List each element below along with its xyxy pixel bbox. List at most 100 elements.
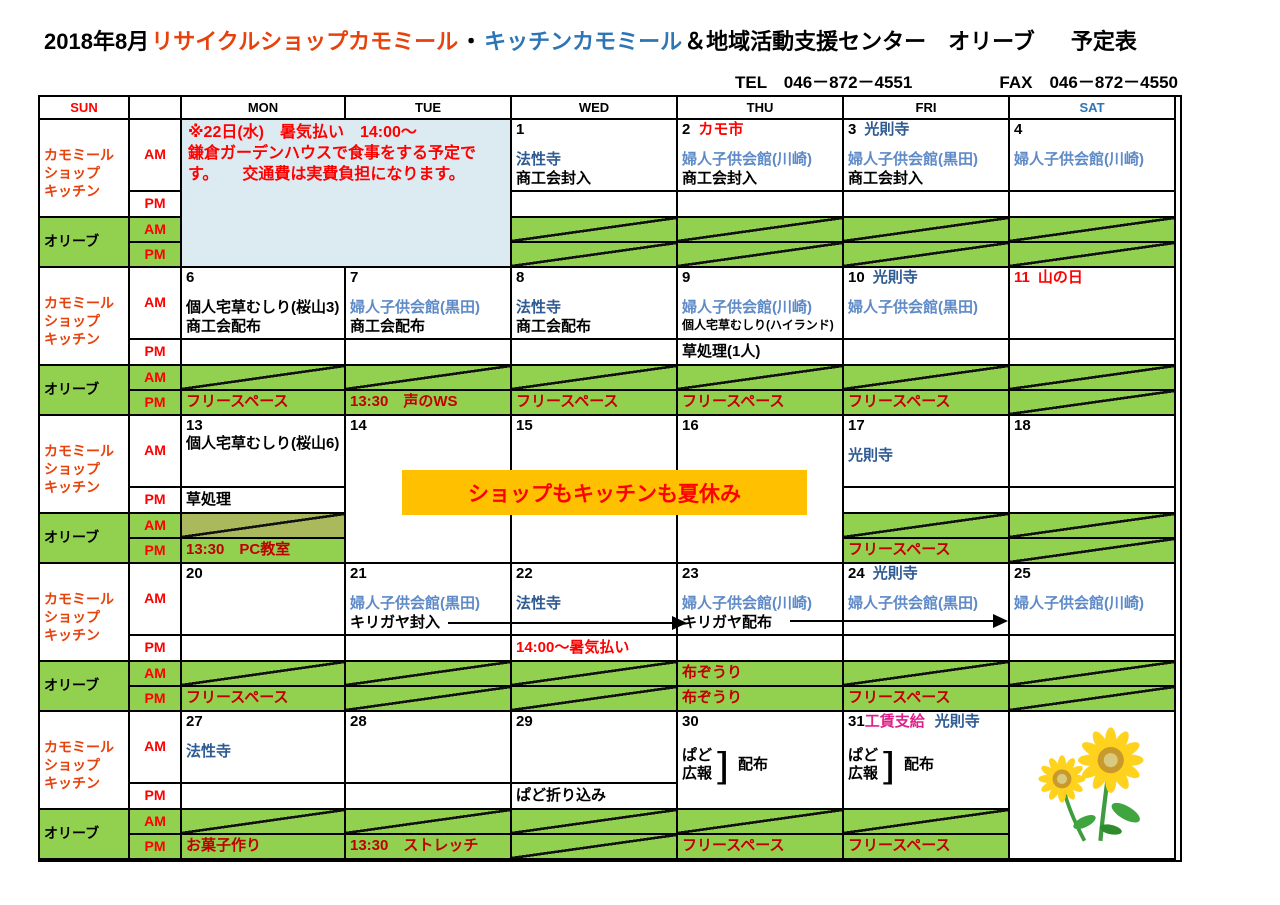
- olive-am-aug29-closed: [512, 810, 678, 835]
- day-number: 7: [350, 269, 359, 286]
- cell-aug30-merged: 30 ぱど 広報 ] 配布: [678, 712, 844, 810]
- olive-pm-aug9: フリースペース: [678, 391, 844, 416]
- olive-am-aug9-closed: [678, 366, 844, 391]
- am-label: AM: [130, 268, 182, 340]
- olive-pm-label: PM: [130, 687, 182, 712]
- cell-aug9-am: 9 婦人子供会館(川崎) 個人宅草むしり(ハイランド): [678, 268, 844, 340]
- event-task: 個人宅草むしり(桜山3): [186, 299, 340, 317]
- olive-am-aug28-closed: [346, 810, 512, 835]
- week-row-5: カモミール ショップ キッチン AM PM オリーブ AM PM 27 法性寺 …: [40, 712, 1180, 860]
- cell-aug24-pm: [844, 636, 1010, 662]
- cell-aug31-merged: 31 工賃支給 光則寺 ぱど 広報 ] 配布: [844, 712, 1010, 810]
- event-task: キリガヤ封入: [350, 613, 441, 631]
- event-task: 配布: [904, 756, 935, 774]
- cell-aug4-pm: [1010, 192, 1176, 218]
- am-label: AM: [130, 564, 182, 636]
- day-tag: 光則寺: [872, 565, 918, 582]
- title-suffix: 予定表: [1070, 29, 1137, 54]
- olive-am-aug10-closed: [844, 366, 1010, 391]
- cell-aug23-am: 23 婦人子供会館(川崎) キリガヤ配布: [678, 564, 844, 636]
- day-number: 22: [516, 565, 533, 582]
- title-shop-name: リサイクルショップカモミール: [151, 29, 459, 54]
- event-venue: 婦人子供会館(川崎): [1014, 151, 1144, 169]
- am-label: AM: [130, 120, 182, 192]
- shop-group-label: カモミール ショップ キッチン: [40, 416, 130, 514]
- event-task: 商工会配布: [186, 317, 262, 335]
- olive-pm-aug24: フリースペース: [844, 687, 1010, 712]
- week-row-3: カモミール ショップ キッチン AM PM オリーブ AM PM 13 個人宅草…: [40, 416, 1180, 564]
- pado-distribution-block: ぱど 広報 ] 配布: [682, 744, 769, 786]
- bracket-glyph: ]: [883, 744, 896, 786]
- olive-am-aug31-closed: [844, 810, 1010, 835]
- olive-am-aug4-closed: [1010, 218, 1176, 243]
- cell-aug20-pm: [182, 636, 346, 662]
- day-number: 13: [186, 417, 203, 434]
- sunflower-illustration-cell: [1010, 712, 1176, 860]
- cell-aug22-am: 22 法性寺: [512, 564, 678, 636]
- wage-payment-tag: 工賃支給: [864, 713, 925, 730]
- olive-pm-aug3-closed: [844, 243, 1010, 268]
- week-row-1: カモミール ショップ キッチン AM PM オリーブ AM PM ※22日(水)…: [40, 120, 1180, 268]
- olive-am-aug3-closed: [844, 218, 1010, 243]
- day-number: 1: [516, 121, 525, 138]
- shop-group-label: カモミール ショップ キッチン: [40, 120, 130, 218]
- day-tag: 光則寺: [864, 121, 910, 138]
- day-number: 2: [682, 121, 691, 138]
- notice-cell-aug22: ※22日(水) 暑気払い 14:00～ 鎌倉ガーデンハウスで食事をする予定で す…: [182, 120, 512, 268]
- title-center-name: ＆地域活動支援センター オリーブ: [684, 29, 1035, 54]
- event-venue: 婦人子供会館(川崎): [682, 299, 812, 317]
- day-number: 3: [848, 121, 857, 138]
- event-venue: 法性寺: [186, 743, 232, 761]
- event-task: 草処理(1人): [682, 342, 761, 360]
- day-number: 24: [848, 565, 865, 582]
- header-sat: SAT: [1010, 97, 1176, 120]
- cell-aug1-pm: [512, 192, 678, 218]
- event-task: 草処理: [186, 490, 232, 508]
- cell-aug20-am: 20: [182, 564, 346, 636]
- schedule-table: SUN MON TUE WED THU FRI SAT カモミール ショップ キ…: [38, 95, 1182, 862]
- header-sun: SUN: [40, 97, 130, 120]
- week-row-2: カモミール ショップ キッチン AM PM オリーブ AM PM 6 個人宅草む…: [40, 268, 1180, 416]
- olive-pm-aug18-closed: [1010, 539, 1176, 564]
- cell-aug28-am: 28: [346, 712, 512, 784]
- olive-pm-aug11-closed: [1010, 391, 1176, 416]
- holiday-name: 山の日: [1037, 269, 1083, 286]
- olive-am-aug7-closed: [346, 366, 512, 391]
- day-number: 30: [682, 713, 699, 730]
- olive-am-aug8-closed: [512, 366, 678, 391]
- day-number: 29: [516, 713, 533, 730]
- header-fri: FRI: [844, 97, 1010, 120]
- olive-am-aug1-closed: [512, 218, 678, 243]
- event-task: キリガヤ配布: [682, 613, 773, 631]
- pm-label: PM: [130, 784, 182, 810]
- olive-pm-aug2-closed: [678, 243, 844, 268]
- cell-aug3-am: 3 光則寺 婦人子供会館(黒田) 商工会封入: [844, 120, 1010, 192]
- tel-number: TEL 046－872－4551: [735, 73, 913, 92]
- shop-group-label: カモミール ショップ キッチン: [40, 712, 130, 810]
- cell-aug6-pm: [182, 340, 346, 366]
- day-number: 6: [186, 269, 195, 286]
- olive-am-label: AM: [130, 366, 182, 391]
- cell-aug2-am: 2 カモ市 婦人子供会館(川崎) 商工会封入: [678, 120, 844, 192]
- olive-am-aug27-closed: [182, 810, 346, 835]
- olive-pm-aug30: フリースペース: [678, 835, 844, 860]
- cell-aug25-am: 25 婦人子供会館(川崎): [1010, 564, 1176, 636]
- cell-aug29-am: 29: [512, 712, 678, 784]
- pado-distribution-block: ぱど 広報 ] 配布: [848, 744, 935, 786]
- header-tue: TUE: [346, 97, 512, 120]
- cell-aug11-am: 11 山の日: [1010, 268, 1176, 340]
- olive-am-aug6-closed: [182, 366, 346, 391]
- cell-aug27-am: 27 法性寺: [182, 712, 346, 784]
- event-task: 商工会配布: [350, 317, 426, 335]
- olive-am-label: AM: [130, 218, 182, 243]
- olive-pm-aug20: フリースペース: [182, 687, 346, 712]
- cell-aug10-pm: [844, 340, 1010, 366]
- cell-aug21-am: 21 婦人子供会館(黒田) キリガヤ封入: [346, 564, 512, 636]
- week-row-4: カモミール ショップ キッチン AM PM オリーブ AM PM 20 21 婦…: [40, 564, 1180, 712]
- olive-pm-label: PM: [130, 835, 182, 860]
- olive-am-aug13-closed: [182, 514, 346, 539]
- olive-pm-aug17: フリースペース: [844, 539, 1010, 564]
- header-spacer: [130, 97, 182, 120]
- day-number: 21: [350, 565, 367, 582]
